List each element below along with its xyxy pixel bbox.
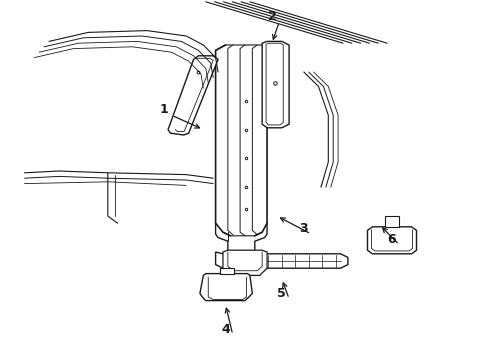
Text: 6: 6 bbox=[388, 233, 396, 246]
Text: 5: 5 bbox=[277, 287, 286, 300]
Polygon shape bbox=[216, 252, 348, 268]
Text: 4: 4 bbox=[221, 323, 230, 336]
Polygon shape bbox=[223, 250, 267, 275]
Polygon shape bbox=[168, 56, 218, 135]
Text: 2: 2 bbox=[268, 10, 276, 23]
Polygon shape bbox=[262, 41, 289, 128]
Text: 3: 3 bbox=[299, 222, 308, 235]
Text: 1: 1 bbox=[160, 103, 169, 116]
Polygon shape bbox=[220, 268, 234, 274]
Polygon shape bbox=[200, 274, 252, 301]
Polygon shape bbox=[368, 227, 416, 254]
Polygon shape bbox=[385, 216, 399, 227]
